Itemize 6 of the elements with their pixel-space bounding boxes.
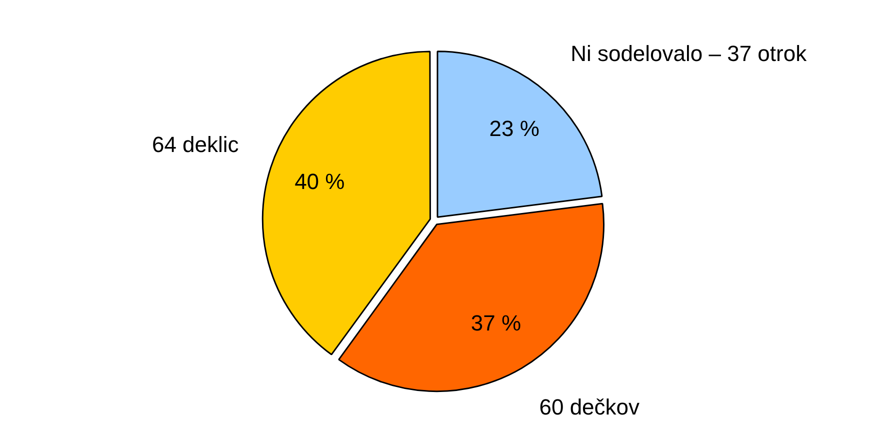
data-label: 23 % [489, 116, 540, 141]
data-label: 37 % [470, 310, 522, 336]
slice-label: Ni sodelovalo – 37 otrok [570, 41, 808, 66]
slice-label: 64 deklic [152, 132, 239, 157]
data-label: 40 % [294, 169, 345, 194]
slice-label: 60 dečkov [539, 394, 640, 420]
